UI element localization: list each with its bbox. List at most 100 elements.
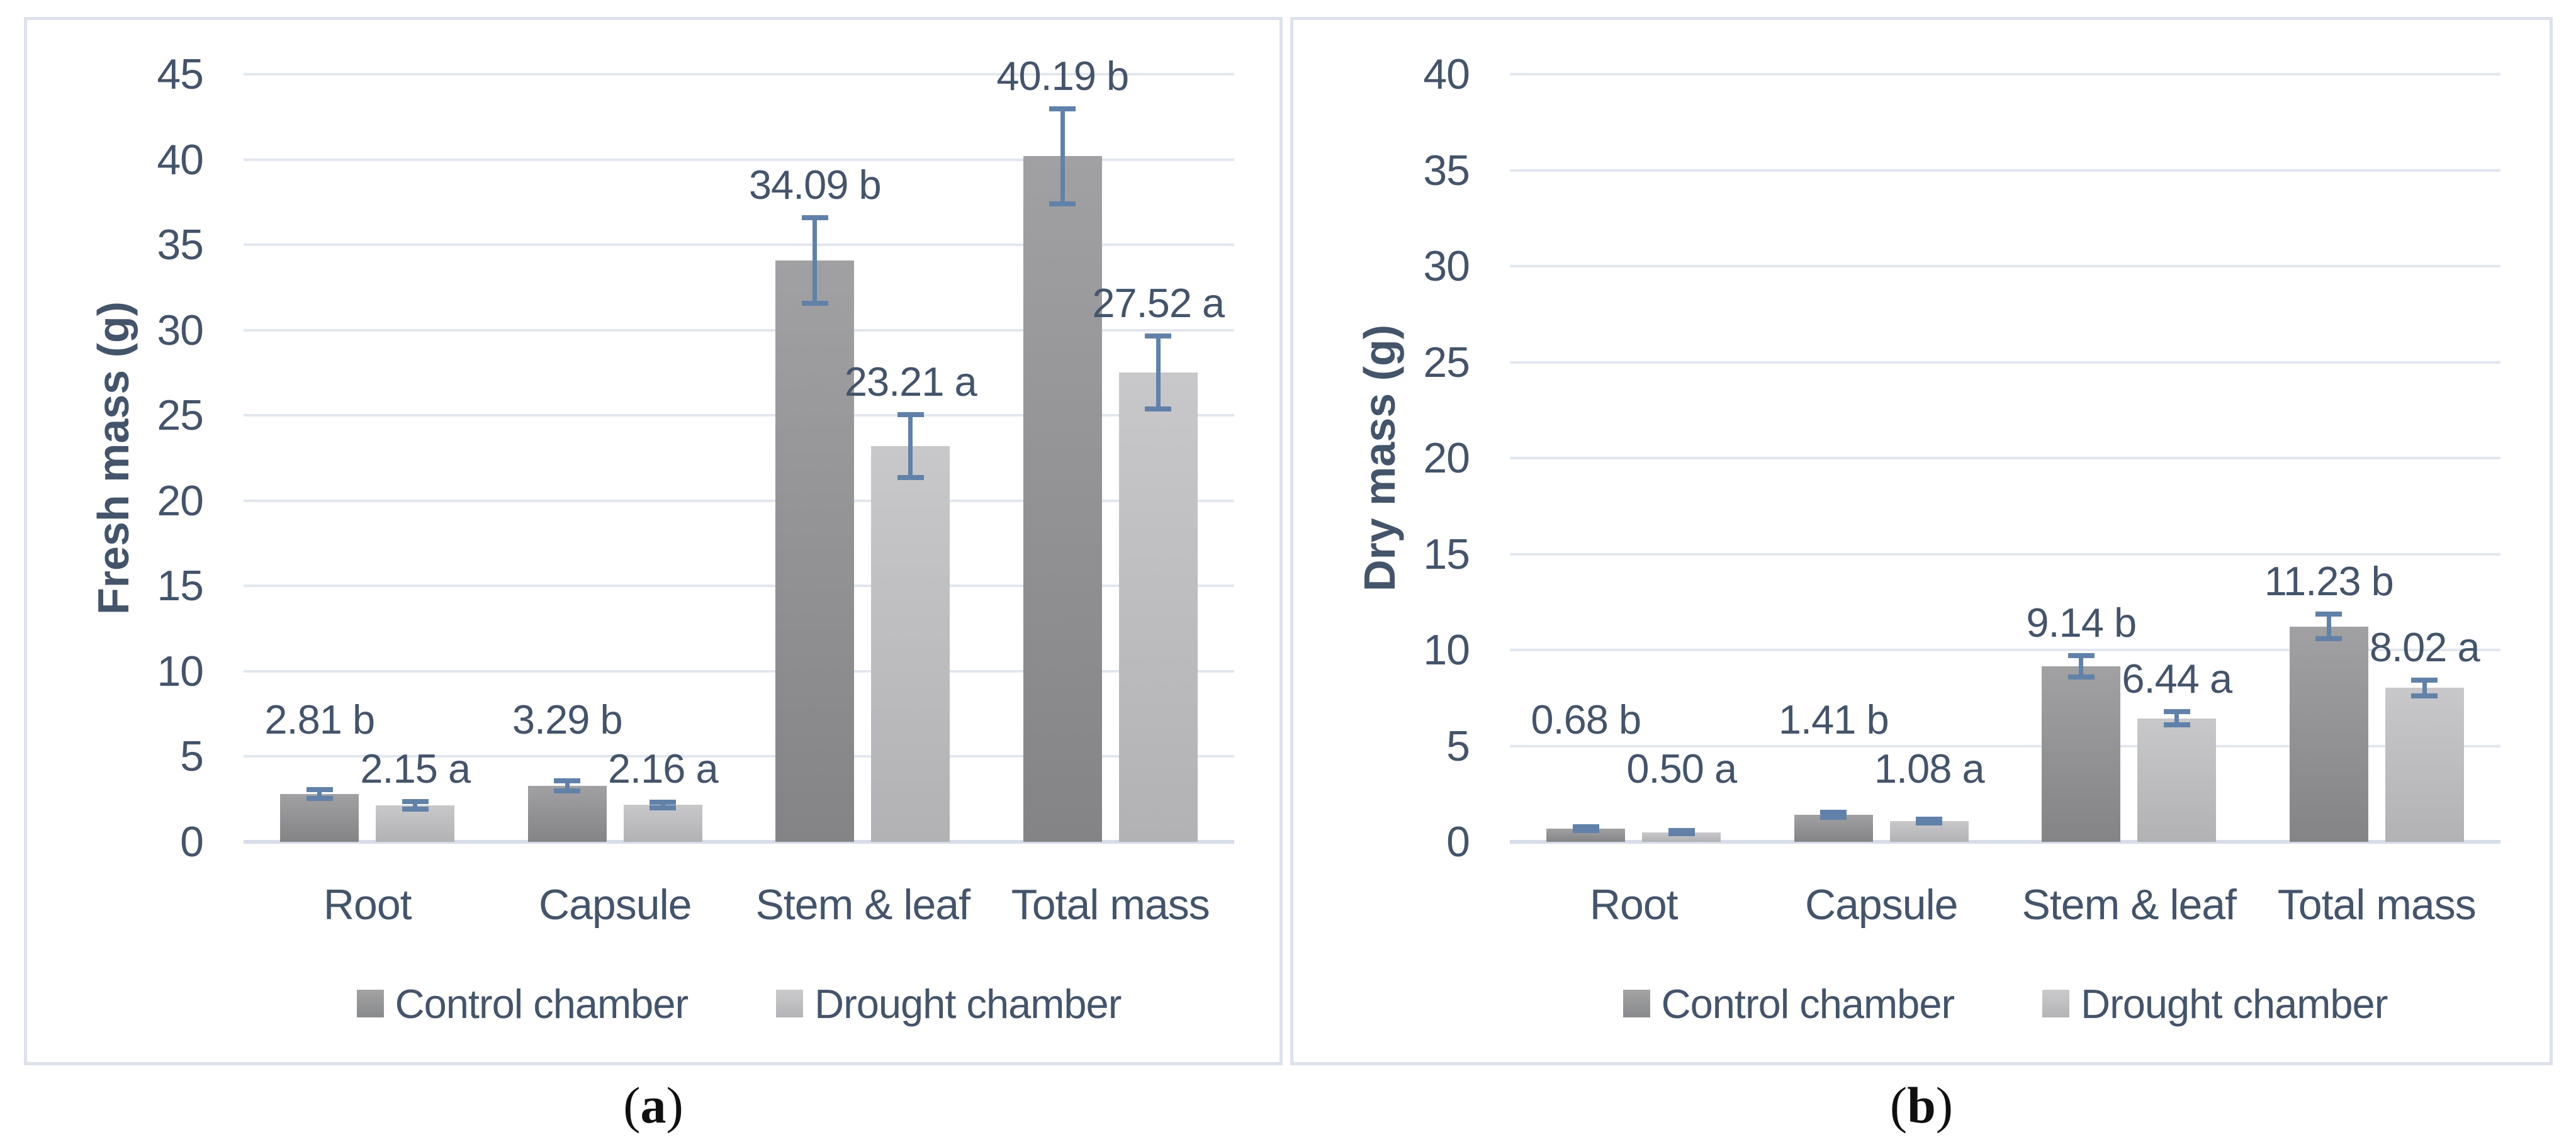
- x-category-label: Root: [323, 881, 412, 929]
- caption-paren: (: [1889, 1077, 1908, 1134]
- legend-swatch-control: [356, 990, 384, 1017]
- bar-control: [527, 785, 607, 842]
- error-bar-cap-top: [2315, 611, 2343, 617]
- x-axis-line: [1510, 840, 2500, 844]
- error-bar-cap-top: [801, 215, 828, 221]
- gridline: [244, 328, 1234, 332]
- gridline: [244, 499, 1234, 502]
- data-label: 23.21 a: [844, 358, 977, 405]
- data-label: 6.44 a: [2122, 655, 2232, 702]
- error-bar-cap-bottom: [2315, 636, 2343, 642]
- error-bar-cap-top: [1668, 828, 1695, 834]
- y-tick-label: 15: [157, 562, 204, 610]
- gridline: [1510, 649, 2500, 651]
- error-bar-cap-bottom: [306, 795, 333, 801]
- legend-swatch-control: [1623, 990, 1650, 1017]
- gridline: [244, 755, 1234, 758]
- y-tick-label: 20: [157, 476, 204, 525]
- bar-control: [1546, 829, 1626, 842]
- y-tick-label: 25: [1423, 338, 1470, 386]
- plot-area: 2.81 b 2.15 a 3.29 b 2.16 a 34.09 b 23.21 a 40…: [244, 53, 1234, 844]
- y-tick-label: 35: [157, 221, 204, 269]
- y-tick-label: 0: [1446, 818, 1470, 866]
- legend-label: Control chamber: [1661, 980, 1955, 1027]
- bar-drought: [623, 805, 702, 842]
- error-bar-cap-bottom: [1572, 828, 1599, 834]
- y-tick-label: 20: [1423, 434, 1470, 482]
- legend-item: Drought chamber: [2042, 980, 2388, 1027]
- x-category-label: Root: [1589, 881, 1679, 929]
- x-category-label: Capsule: [1805, 881, 1958, 929]
- panel-caption-a: (a): [24, 1071, 1283, 1140]
- bar-control: [1023, 156, 1102, 842]
- y-tick-label: 10: [157, 647, 204, 695]
- data-label: 11.23 b: [2264, 557, 2394, 604]
- data-label: 0.68 b: [1531, 697, 1641, 742]
- data-label: 40.19 b: [996, 52, 1129, 99]
- y-tick-label: 40: [1423, 50, 1470, 98]
- gridline: [1510, 552, 2500, 556]
- caption-paren: (: [623, 1077, 641, 1134]
- gridline: [244, 158, 1234, 161]
- error-bar-cap-bottom: [402, 806, 429, 812]
- error-bar-cap-bottom: [650, 805, 677, 811]
- error-bar-cap-bottom: [1916, 820, 1943, 826]
- error-bar-cap-bottom: [1145, 406, 1172, 412]
- error-bar-stem: [2174, 711, 2179, 725]
- bar-control: [2042, 666, 2121, 842]
- gridline: [244, 585, 1234, 588]
- bar-drought: [2137, 718, 2217, 842]
- error-bar-cap-bottom: [897, 474, 924, 480]
- error-bar-cap-top: [1820, 810, 1847, 815]
- y-tick-label: 0: [180, 818, 204, 866]
- legend-label: Control chamber: [395, 980, 689, 1027]
- error-bar-stem: [2326, 613, 2331, 639]
- gridline: [244, 669, 1234, 673]
- y-tick-label: 5: [180, 732, 204, 781]
- legend-swatch-drought: [776, 990, 804, 1017]
- y-tick-label: 30: [157, 306, 204, 354]
- legend-item: Control chamber: [356, 980, 689, 1027]
- legend: Control chamber Drought chamber: [244, 975, 1234, 1032]
- y-tick-label: 5: [1446, 722, 1470, 770]
- data-label: 0.50 a: [1626, 746, 1737, 792]
- error-bar-cap-bottom: [1049, 201, 1076, 207]
- error-bar-cap-top: [402, 798, 429, 804]
- bar-control: [2289, 626, 2368, 842]
- legend-item: Control chamber: [1623, 980, 1955, 1027]
- error-bar-stem: [1156, 335, 1161, 410]
- error-bar-cap-top: [2411, 678, 2438, 683]
- bar-drought: [1118, 372, 1198, 842]
- caption-letter: b: [1907, 1077, 1936, 1134]
- legend-label: Drought chamber: [2081, 980, 2388, 1027]
- gridline: [1510, 169, 2500, 172]
- legend: Control chamber Drought chamber: [1510, 975, 2500, 1032]
- y-tick-label: 15: [1423, 530, 1470, 578]
- data-label: 9.14 b: [2026, 600, 2137, 646]
- bar-control: [280, 793, 359, 842]
- data-label: 2.81 b: [264, 697, 375, 742]
- data-label: 3.29 b: [512, 697, 623, 742]
- error-bar-cap-bottom: [2067, 674, 2095, 680]
- bar-drought: [871, 445, 950, 842]
- y-tick-label: 10: [1423, 626, 1470, 674]
- gridline: [1510, 73, 2500, 76]
- panel-caption-b: (b): [1290, 1071, 2553, 1140]
- bar-drought: [1642, 832, 1721, 842]
- x-category-label: Total mass: [1011, 881, 1210, 929]
- legend-label: Drought chamber: [814, 980, 1122, 1027]
- error-bar-stem: [1060, 108, 1065, 204]
- error-bar-cap-bottom: [1668, 831, 1695, 837]
- gridline: [1510, 265, 2500, 267]
- error-bar-cap-bottom: [2411, 693, 2438, 698]
- error-bar-stem: [908, 414, 913, 478]
- caption-paren: ): [1935, 1077, 1954, 1134]
- chart-panel-b: Dry mass (g) 0.68 b 0.50 a 1.41 b 1.08 a 9.1…: [1290, 17, 2553, 1065]
- x-category-label: Capsule: [539, 881, 692, 929]
- y-tick-label: 25: [157, 391, 204, 440]
- y-tick-label: 40: [157, 135, 204, 184]
- data-label: 2.15 a: [360, 745, 471, 792]
- error-bar-stem: [317, 790, 322, 798]
- error-bar-cap-top: [650, 799, 677, 805]
